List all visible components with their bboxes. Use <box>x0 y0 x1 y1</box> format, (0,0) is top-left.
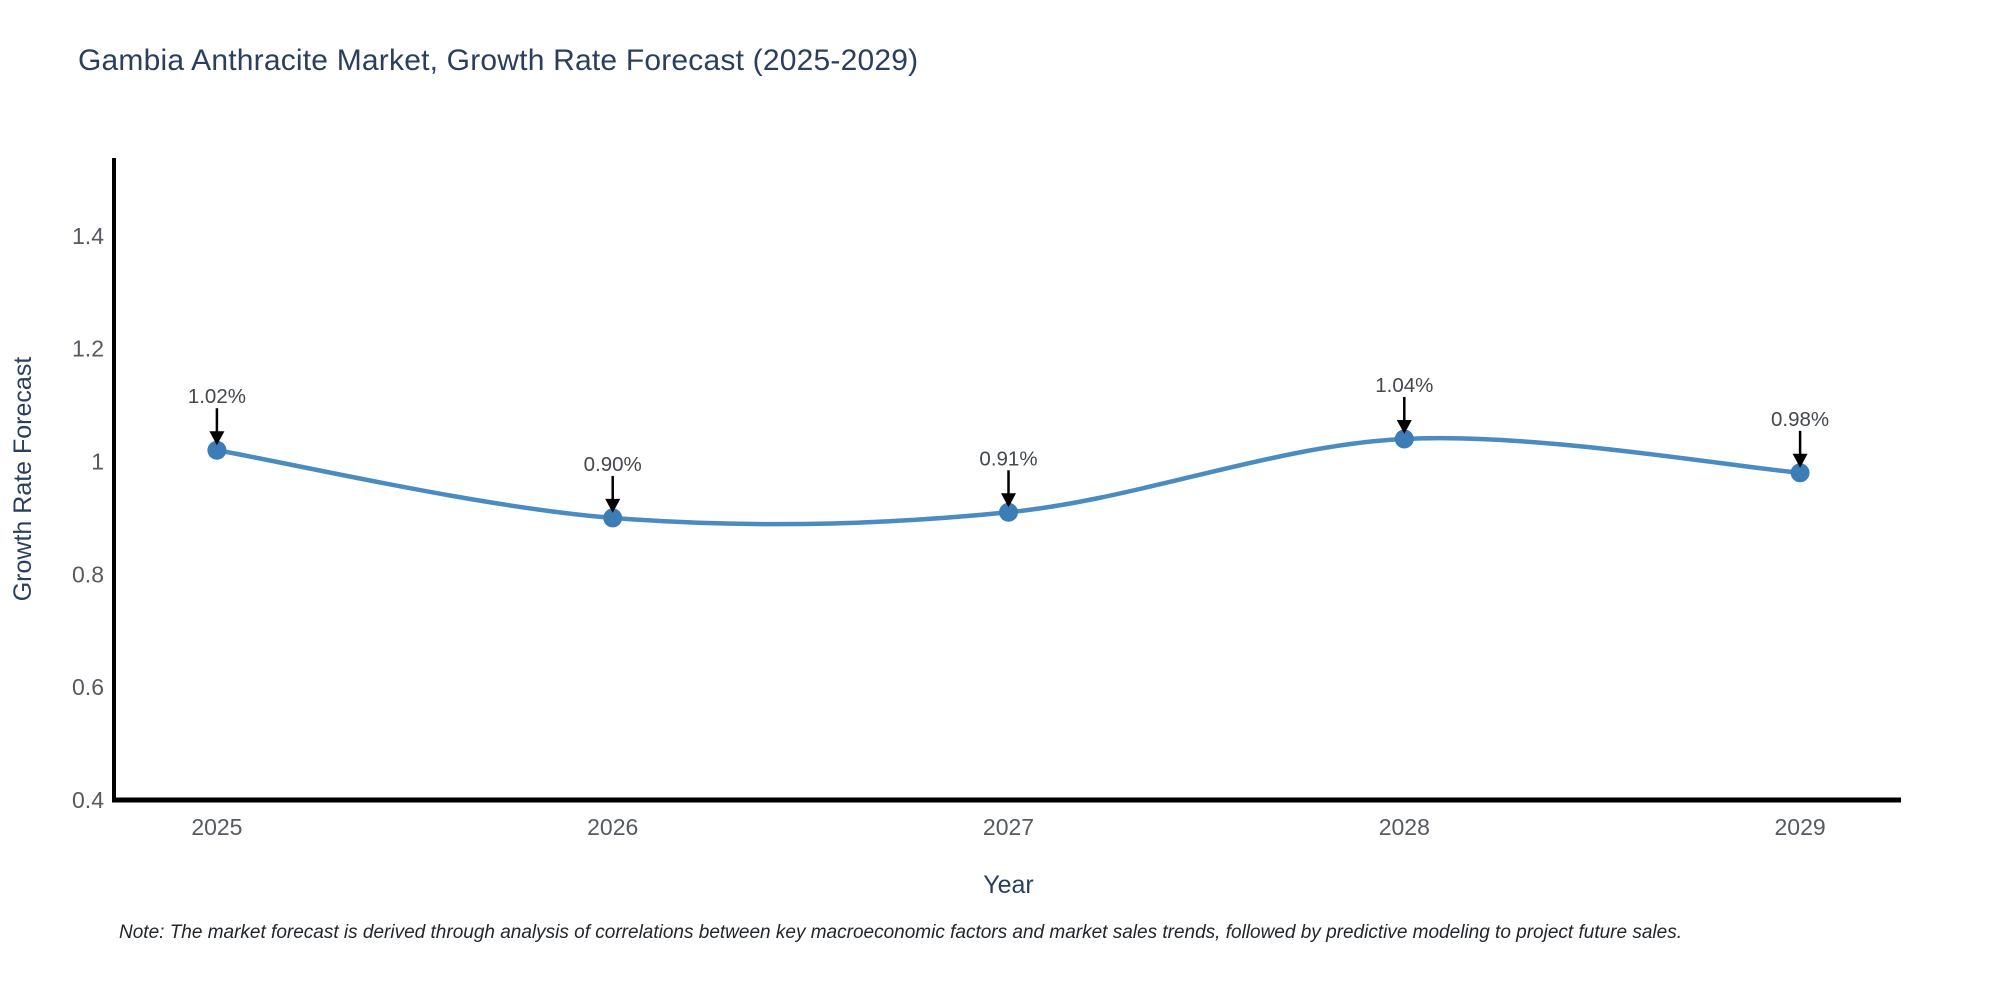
data-point-2027[interactable] <box>999 502 1018 522</box>
x-tick-label: 2026 <box>587 814 638 840</box>
annotation-arrowhead-icon <box>1396 419 1412 434</box>
point-value-label: 1.02% <box>188 385 246 408</box>
annotation-arrowhead-icon <box>605 498 621 513</box>
point-value-label: 0.90% <box>584 453 642 476</box>
y-tick-label: 1.4 <box>72 223 104 249</box>
x-tick-label: 2029 <box>1775 814 1826 840</box>
annotation-arrowhead-icon <box>209 431 225 446</box>
point-value-label: 1.04% <box>1375 374 1433 397</box>
x-axis-title: Year <box>983 871 1034 899</box>
annotation-arrowhead-icon <box>1792 453 1808 468</box>
y-tick-label: 0.4 <box>72 787 104 813</box>
footnote-text: Note: The market forecast is derived thr… <box>119 922 1682 943</box>
data-point-2029[interactable] <box>1790 463 1810 483</box>
y-tick-label: 1 <box>91 449 104 475</box>
x-tick-label: 2028 <box>1379 814 1430 840</box>
annotation-arrowhead-icon <box>1001 493 1016 508</box>
y-axis-title: Growth Rate Forecast <box>9 357 37 602</box>
data-point-2028[interactable] <box>1394 429 1414 449</box>
y-tick-label: 0.6 <box>72 674 104 700</box>
data-point-2026[interactable] <box>603 508 623 528</box>
point-value-label: 0.98% <box>1771 408 1829 431</box>
x-tick-label: 2027 <box>983 814 1034 840</box>
y-tick-label: 0.8 <box>72 561 104 587</box>
chart-title: Gambia Anthracite Market, Growth Rate Fo… <box>78 44 919 77</box>
y-tick-label: 1.2 <box>72 336 104 362</box>
point-value-label: 0.91% <box>979 447 1037 470</box>
x-tick-label: 2025 <box>191 814 242 840</box>
data-point-2025[interactable] <box>207 440 227 460</box>
